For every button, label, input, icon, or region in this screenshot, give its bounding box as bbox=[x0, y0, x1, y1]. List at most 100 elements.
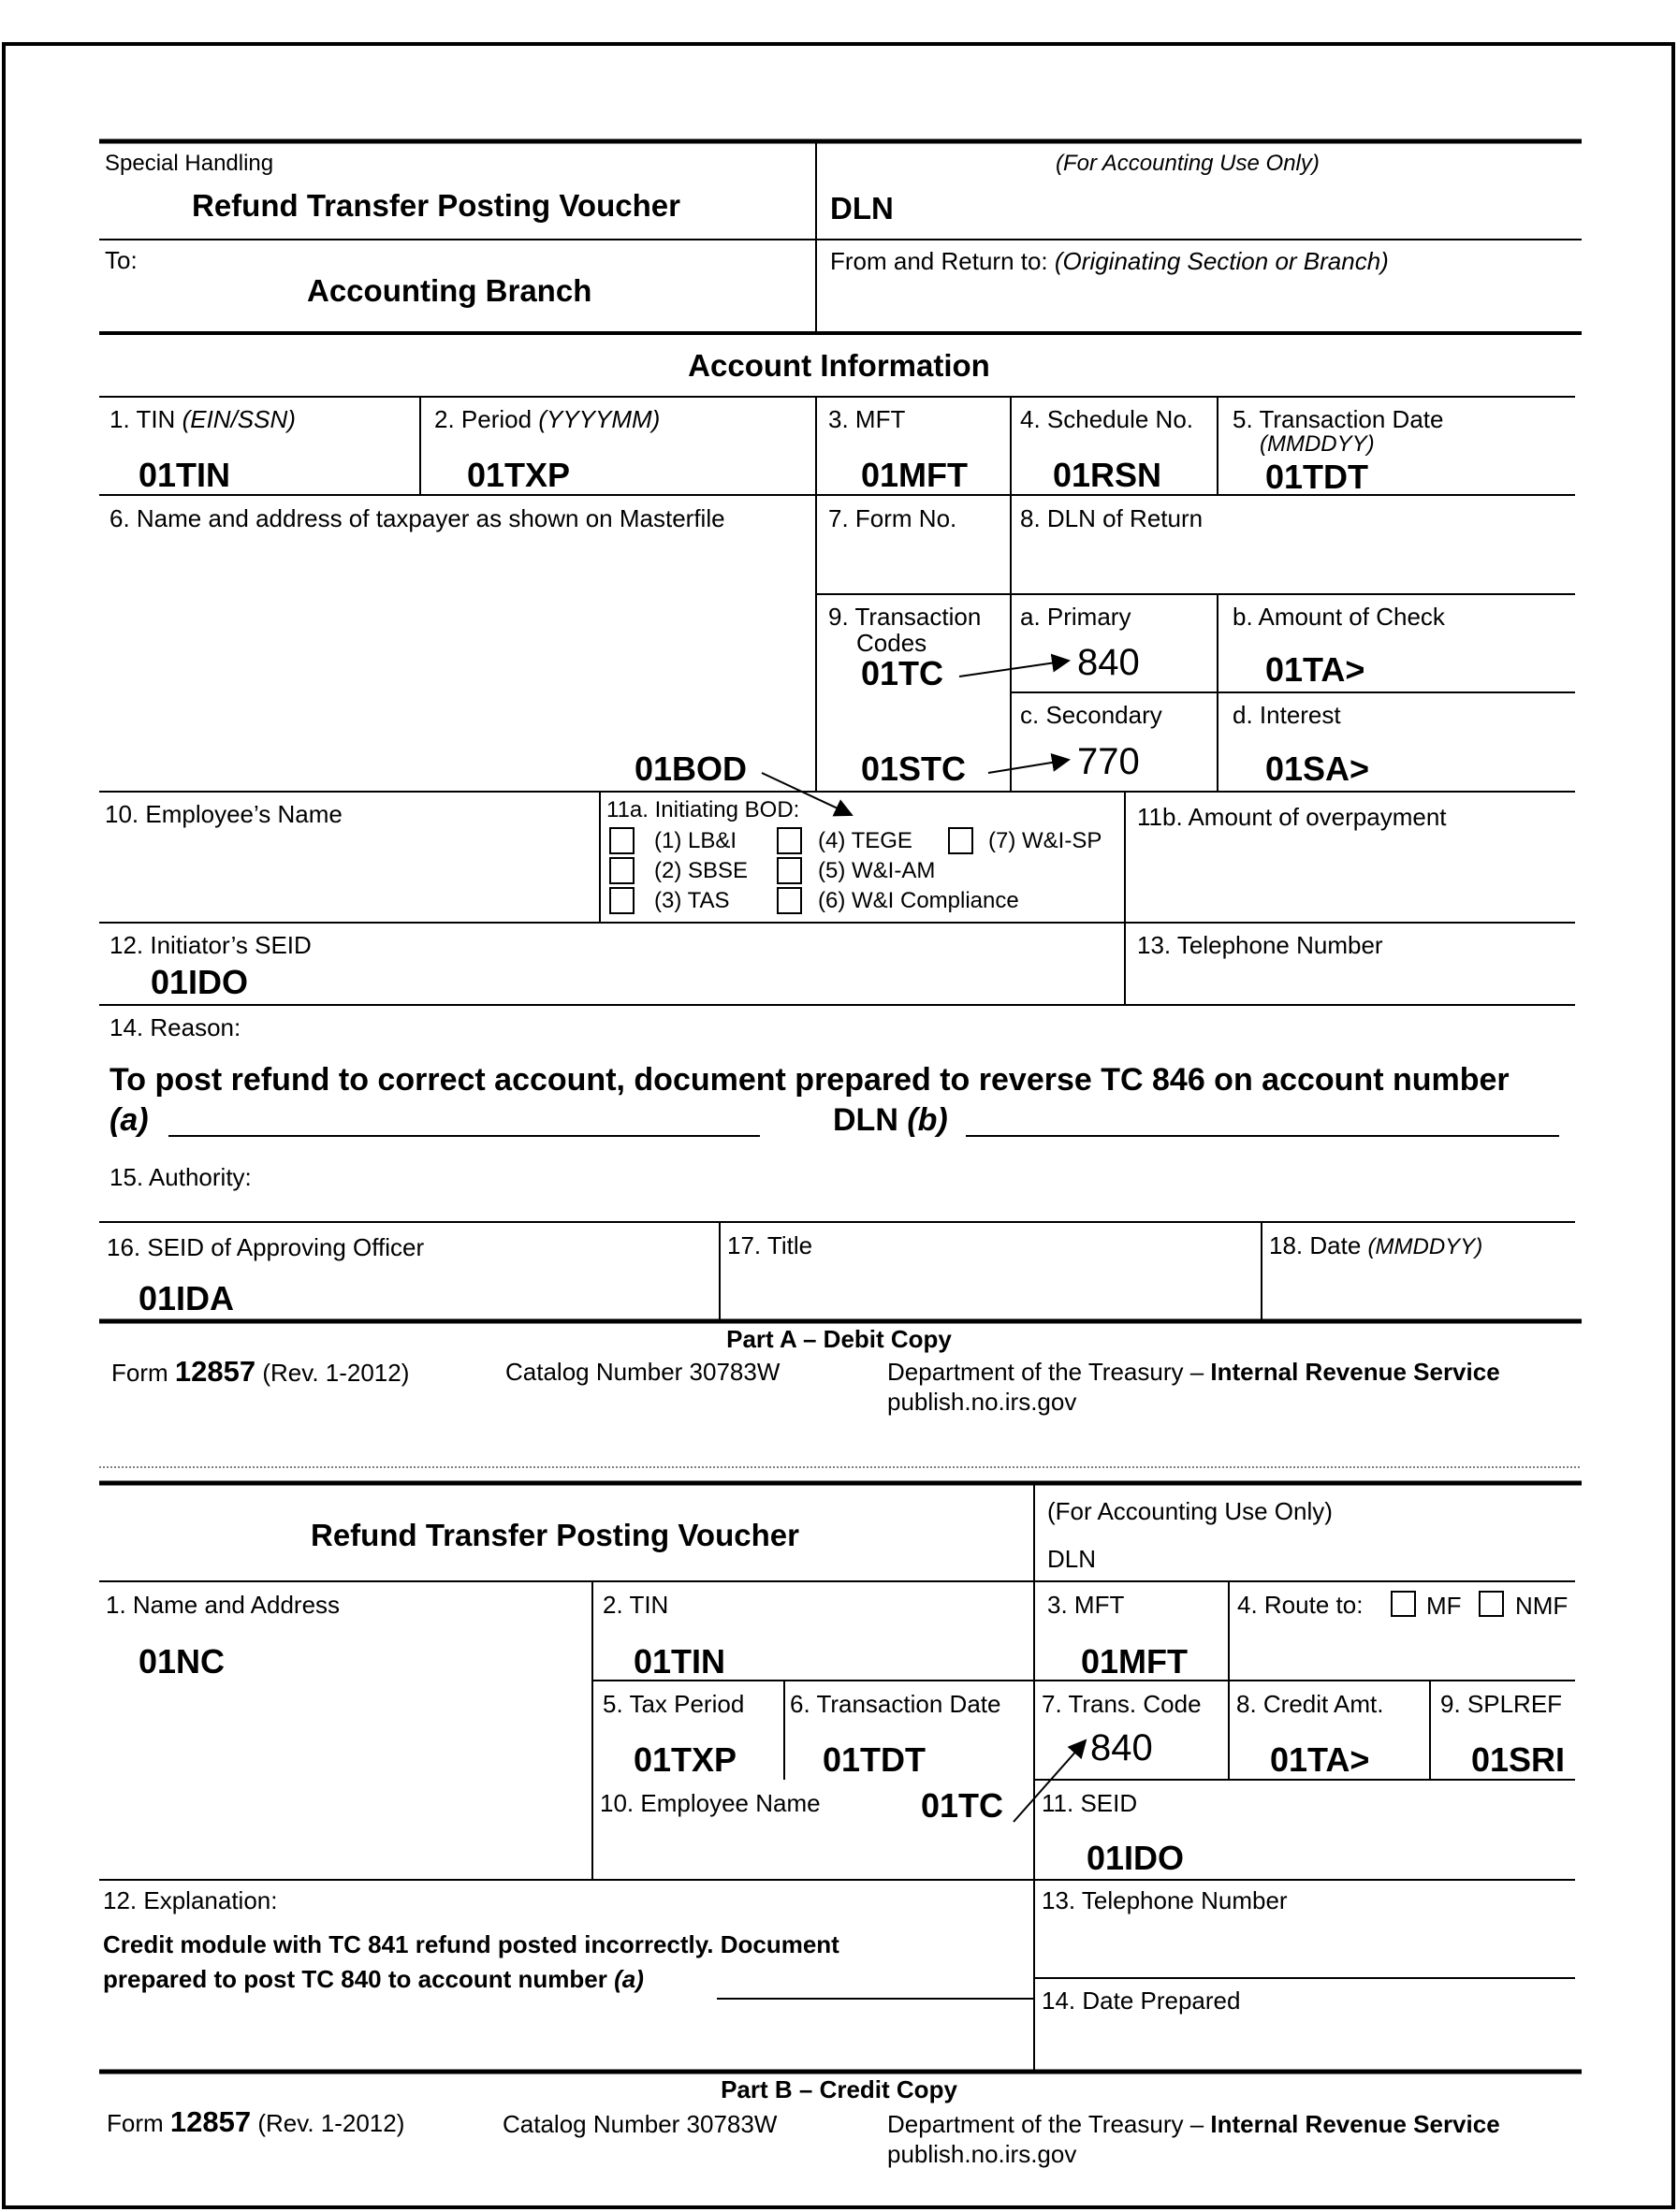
bod-checkbox-tege[interactable] bbox=[777, 827, 802, 854]
secondary-value[interactable]: 770 bbox=[1077, 741, 1140, 782]
authority-label: 15. Authority: bbox=[109, 1163, 252, 1191]
route-nmf-label: NMF bbox=[1515, 1592, 1569, 1620]
form-number-b: Form 12857 (Rev. 1-2012) bbox=[107, 2105, 405, 2138]
dln-label: DLN bbox=[830, 191, 894, 226]
credit-amt-label-b: 8. Credit Amt. bbox=[1236, 1690, 1384, 1718]
reason-label: 14. Reason: bbox=[109, 1013, 241, 1041]
interest-value[interactable]: 01SA> bbox=[1265, 749, 1370, 788]
seid-value-b[interactable]: 01IDO bbox=[1087, 1839, 1185, 1877]
explanation-label-b: 12. Explanation: bbox=[103, 1886, 278, 1914]
part-a-label: Part A – Debit Copy bbox=[726, 1325, 952, 1353]
mft-value[interactable]: 01MFT bbox=[861, 456, 969, 494]
reason-text: To post refund to correct account, docum… bbox=[109, 1062, 1510, 1098]
approving-officer-label: 16. SEID of Approving Officer bbox=[107, 1233, 425, 1261]
bod-checkbox-tas[interactable] bbox=[609, 887, 635, 914]
to-label: To: bbox=[105, 246, 138, 274]
arrow-tc-transcode bbox=[1013, 1739, 1087, 1823]
bod-option-sbse: (2) SBSE bbox=[654, 858, 749, 883]
route-mf-label: MF bbox=[1426, 1592, 1462, 1620]
catalog-number-a: Catalog Number 30783W bbox=[505, 1358, 781, 1386]
to-value: Accounting Branch bbox=[307, 273, 592, 308]
primary-label: a. Primary bbox=[1020, 603, 1131, 631]
dln-label-b: DLN bbox=[1047, 1545, 1097, 1573]
tin-label-b: 2. TIN bbox=[603, 1591, 669, 1619]
secondary-label: c. Secondary bbox=[1020, 701, 1162, 729]
form-number-a: Form 12857 (Rev. 1-2012) bbox=[111, 1355, 410, 1388]
amount-of-check-value[interactable]: 01TA> bbox=[1265, 650, 1365, 689]
period-value[interactable]: 01TXP bbox=[467, 456, 571, 494]
transaction-date-hint: (MMDDYY) bbox=[1260, 431, 1375, 457]
title-label: 17. Title bbox=[727, 1231, 813, 1259]
bod-checkbox-wi-compliance[interactable] bbox=[777, 887, 802, 914]
trans-code-value-b[interactable]: 840 bbox=[1090, 1727, 1153, 1768]
schedule-no-value[interactable]: 01RSN bbox=[1053, 456, 1162, 494]
mft-value-b[interactable]: 01MFT bbox=[1081, 1642, 1189, 1681]
transaction-codes-label: 9. Transaction bbox=[828, 603, 982, 631]
tin-value-b[interactable]: 01TIN bbox=[634, 1642, 726, 1681]
accounting-use-label-b: (For Accounting Use Only) bbox=[1047, 1497, 1333, 1525]
tc-code: 01TC bbox=[861, 654, 944, 692]
bod-checkbox-sbse[interactable] bbox=[609, 857, 635, 884]
date-prepared-label-b: 14. Date Prepared bbox=[1042, 1986, 1241, 2015]
reason-dln-label: DLN (b) bbox=[833, 1102, 948, 1138]
arrow-tc-primary bbox=[958, 653, 1071, 677]
agency-b: Department of the Treasury – Internal Re… bbox=[887, 2110, 1500, 2138]
approving-officer-value[interactable]: 01IDA bbox=[139, 1279, 235, 1317]
date-label: 18. Date (MMDDYY) bbox=[1269, 1231, 1483, 1259]
dln-of-return-label: 8. DLN of Return bbox=[1020, 504, 1204, 532]
transaction-date-label-b: 6. Transaction Date bbox=[790, 1690, 1001, 1718]
splref-value-b[interactable]: 01SRI bbox=[1471, 1740, 1566, 1779]
voucher-title-b: Refund Transfer Posting Voucher bbox=[311, 1518, 799, 1552]
name-address-label-b: 1. Name and Address bbox=[106, 1591, 341, 1619]
from-return-label: From and Return to: (Originating Section… bbox=[830, 247, 1389, 275]
primary-value[interactable]: 840 bbox=[1077, 642, 1140, 683]
tin-value[interactable]: 01TIN bbox=[139, 456, 231, 494]
transaction-date-value[interactable]: 01TDT bbox=[1265, 458, 1369, 496]
mft-label-b: 3. MFT bbox=[1047, 1591, 1125, 1619]
initiating-bod-label: 11a. Initiating BOD: bbox=[606, 797, 800, 822]
catalog-number-b: Catalog Number 30783W bbox=[503, 2110, 778, 2138]
site-a: publish.no.irs.gov bbox=[887, 1388, 1077, 1416]
explanation-line-2: prepared to post TC 840 to account numbe… bbox=[103, 1965, 644, 1993]
employee-name-label-b: 10. Employee Name bbox=[600, 1789, 821, 1817]
telephone-label: 13. Telephone Number bbox=[1137, 931, 1383, 959]
bod-option-tege: (4) TEGE bbox=[818, 828, 912, 853]
account-information-heading: Account Information bbox=[688, 348, 990, 383]
arrow-bod bbox=[761, 772, 854, 817]
credit-amt-value-b[interactable]: 01TA> bbox=[1270, 1740, 1370, 1779]
special-handling-label: Special Handling bbox=[105, 151, 274, 176]
route-nmf-checkbox[interactable] bbox=[1479, 1591, 1504, 1617]
initiator-seid-value[interactable]: 01IDO bbox=[151, 963, 249, 1001]
tax-period-label-b: 5. Tax Period bbox=[603, 1690, 745, 1718]
reason-account-label: (a) bbox=[109, 1102, 149, 1138]
transaction-date-value-b[interactable]: 01TDT bbox=[823, 1740, 927, 1779]
bod-option-wi-compliance: (6) W&I Compliance bbox=[818, 888, 1019, 913]
page-border bbox=[2, 42, 1675, 2209]
tc-code-b: 01TC bbox=[921, 1786, 1004, 1825]
part-b-label: Part B – Credit Copy bbox=[721, 2075, 957, 2103]
bod-checkbox-wi-sp[interactable] bbox=[948, 827, 973, 854]
route-mf-checkbox[interactable] bbox=[1391, 1591, 1416, 1617]
seid-label-b: 11. SEID bbox=[1042, 1789, 1138, 1817]
employee-name-label: 10. Employee’s Name bbox=[105, 800, 343, 828]
schedule-no-label: 4. Schedule No. bbox=[1020, 405, 1194, 433]
taxpayer-name-address-label: 6. Name and address of taxpayer as shown… bbox=[109, 504, 725, 532]
stc-code: 01STC bbox=[861, 749, 967, 788]
tax-period-value-b[interactable]: 01TXP bbox=[634, 1740, 737, 1779]
name-address-value-b[interactable]: 01NC bbox=[139, 1642, 226, 1681]
bod-option-wi-am: (5) W&I-AM bbox=[818, 858, 936, 883]
site-b: publish.no.irs.gov bbox=[887, 2140, 1077, 2168]
trans-code-label-b: 7. Trans. Code bbox=[1042, 1690, 1202, 1718]
bod-option-tas: (3) TAS bbox=[654, 888, 730, 913]
period-label: 2. Period (YYYYMM) bbox=[434, 405, 661, 433]
initiator-seid-label: 12. Initiator’s SEID bbox=[109, 931, 312, 959]
agency-a: Department of the Treasury – Internal Re… bbox=[887, 1358, 1500, 1386]
mft-label: 3. MFT bbox=[828, 405, 906, 433]
transaction-codes-label-2: Codes bbox=[856, 629, 927, 657]
route-to-label: 4. Route to: bbox=[1237, 1591, 1364, 1619]
bod-option-wi-sp: (7) W&I-SP bbox=[988, 828, 1102, 853]
bod-checkbox-wi-am[interactable] bbox=[777, 857, 802, 884]
transaction-date-label: 5. Transaction Date bbox=[1233, 405, 1444, 433]
bod-checkbox-lbi[interactable] bbox=[609, 827, 635, 854]
